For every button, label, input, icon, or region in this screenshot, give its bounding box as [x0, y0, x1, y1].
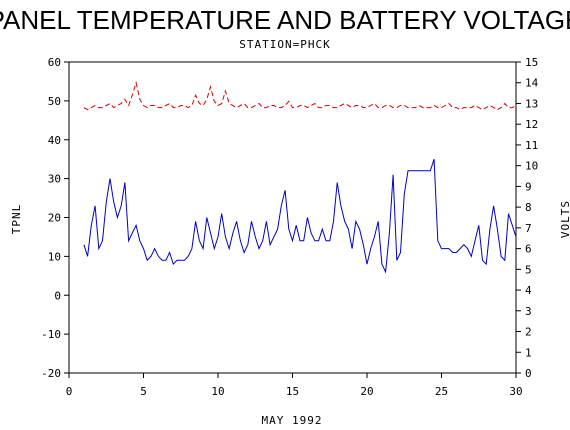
y-left-tick-label--20: -20 [41, 367, 61, 380]
y-left-tick-label-40: 40 [48, 134, 61, 147]
y-right-tick-label-14: 14 [525, 77, 539, 90]
y-axis-right-label: VOLTS [559, 200, 570, 238]
series-left-line [83, 159, 517, 274]
plot-frame [68, 61, 517, 374]
x-tick-label-0: 0 [66, 385, 73, 398]
y-right-tick-label-3: 3 [525, 305, 532, 318]
y-right-tick-label-1: 1 [525, 346, 532, 359]
x-axis-label: MAY 1992 [262, 414, 323, 427]
y-right-tick-label-13: 13 [525, 97, 538, 110]
y-right-tick-label-9: 9 [525, 180, 532, 193]
x-tick-label-20: 20 [360, 385, 373, 398]
x-tick-label-15: 15 [286, 385, 299, 398]
y-left-tick-label-20: 20 [48, 212, 61, 225]
y-axis-left-label: TPNL [10, 204, 23, 235]
x-tick-label-5: 5 [140, 385, 147, 398]
series-layer [83, 80, 517, 274]
y-left-tick-label--10: -10 [41, 328, 61, 341]
y-left-tick-label-50: 50 [48, 95, 61, 108]
x-axis: 0 5 10 15 20 25 30 [66, 373, 523, 398]
y-right-tick-label-11: 11 [525, 139, 538, 152]
y-right-tick-label-7: 7 [525, 222, 532, 235]
y-right-tick-label-12: 12 [525, 118, 538, 131]
y-left-tick-label-60: 60 [48, 56, 61, 69]
y-right-tick-label-0: 0 [525, 367, 532, 380]
y-left-tick-label-0: 0 [54, 289, 61, 302]
y-left-tick-label-10: 10 [48, 250, 61, 263]
y-right-tick-label-2: 2 [525, 326, 532, 339]
chart-title: PANEL TEMPERATURE AND BATTERY VOLTAGE [0, 5, 570, 35]
y-right-tick-label-8: 8 [525, 201, 532, 214]
series-right-line [83, 80, 517, 111]
y-axis-left: -20 -10 0 10 20 30 40 50 60 [41, 56, 69, 380]
chart-subtitle: STATION=PHCK [239, 38, 330, 51]
y-right-tick-label-10: 10 [525, 160, 538, 173]
x-tick-label-25: 25 [435, 385, 448, 398]
x-tick-label-10: 10 [211, 385, 224, 398]
x-tick-label-30: 30 [509, 385, 522, 398]
y-right-tick-label-4: 4 [525, 284, 532, 297]
y-right-tick-label-5: 5 [525, 263, 532, 276]
y-right-tick-label-15: 15 [525, 56, 538, 69]
y-right-tick-label-6: 6 [525, 243, 532, 256]
y-left-tick-label-30: 30 [48, 173, 61, 186]
